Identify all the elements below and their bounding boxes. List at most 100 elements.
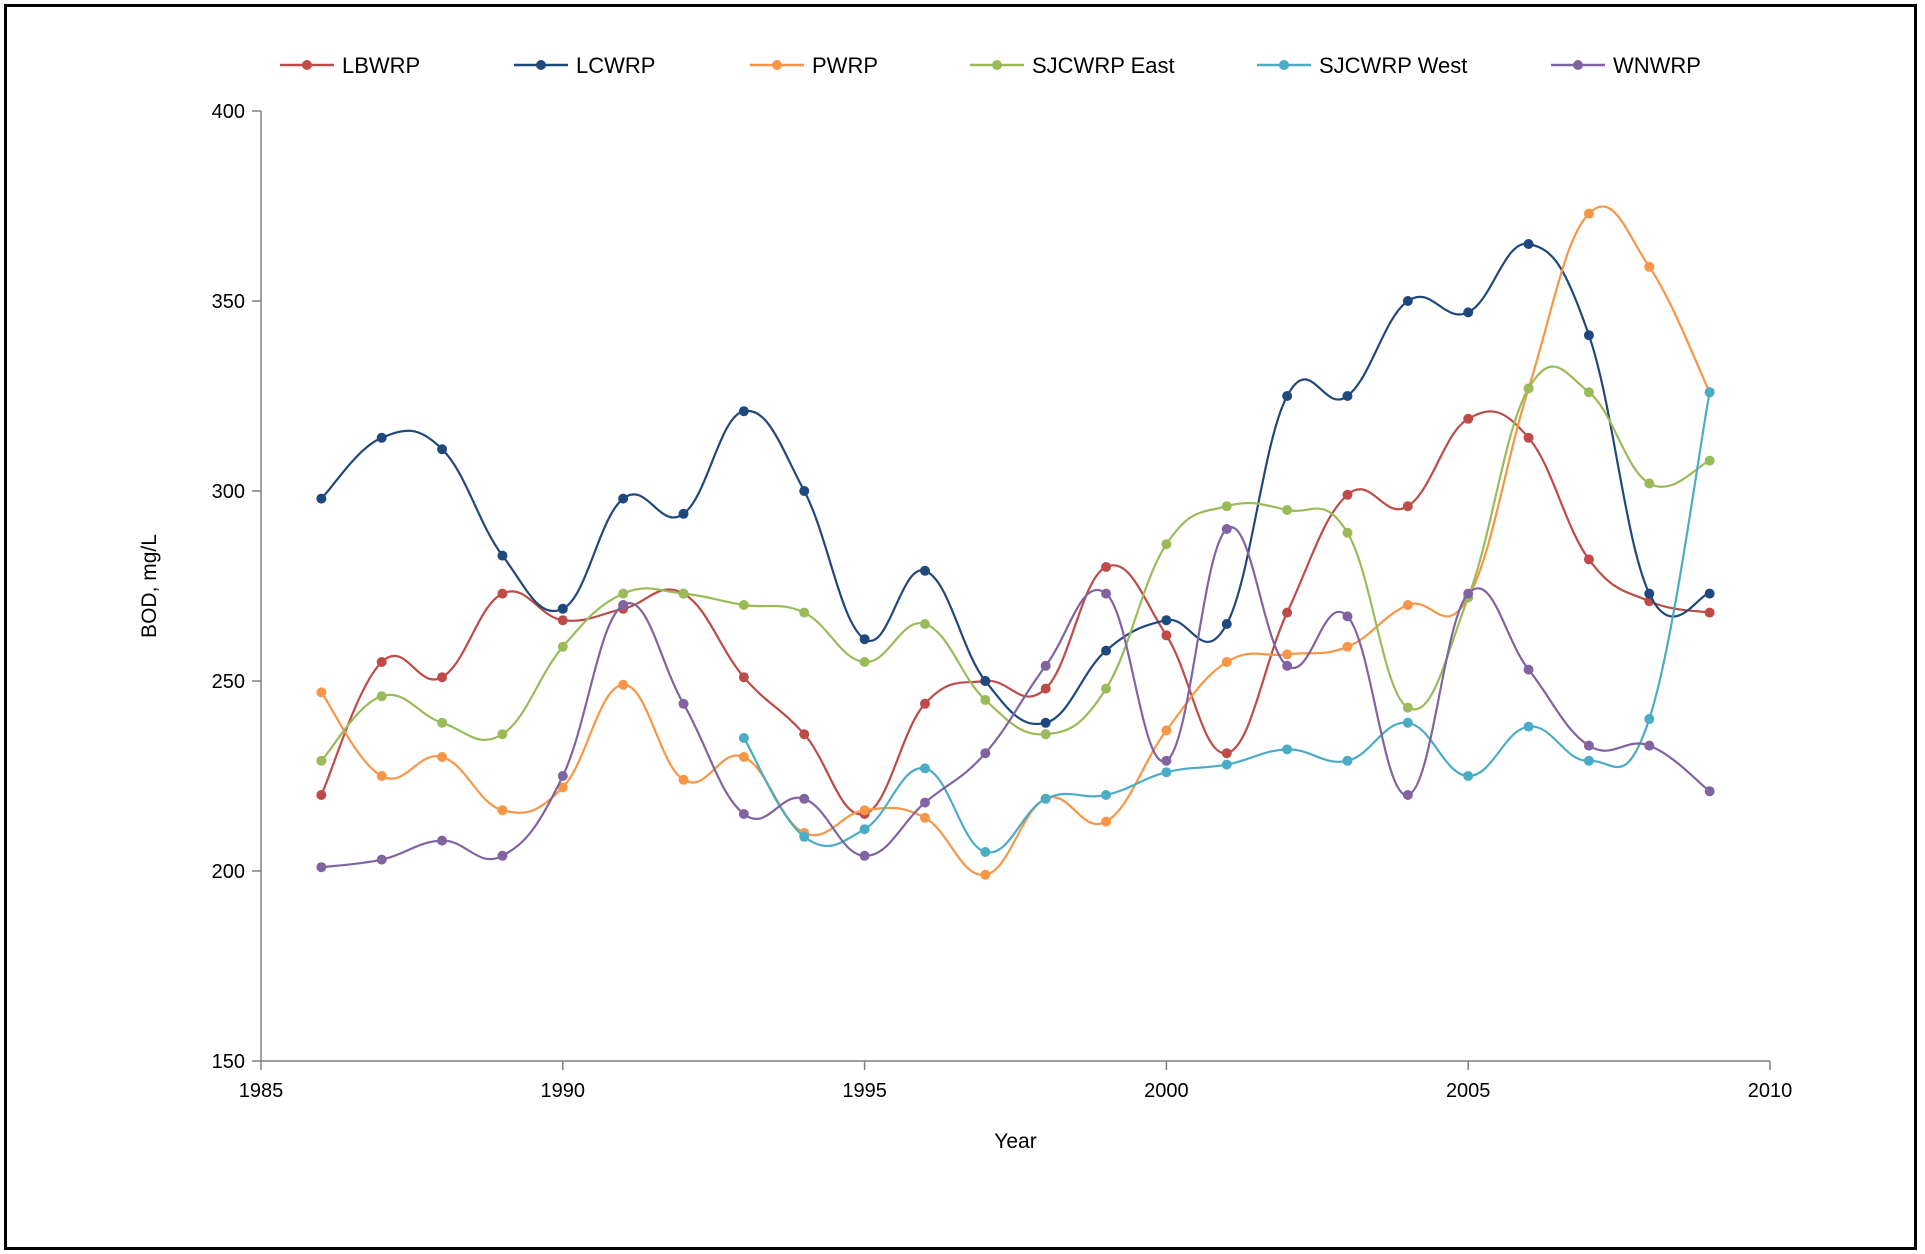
data-point-lbwrp — [1040, 683, 1051, 694]
data-point-pwrp — [738, 752, 749, 762]
y-tick-label: 400 — [212, 101, 245, 123]
data-point-lcwrp — [1583, 330, 1594, 341]
data-point-lcwrp — [618, 493, 629, 504]
data-point-lcwrp — [980, 676, 991, 686]
series-pwrp — [316, 205, 1715, 880]
data-point-sjcwrp-east — [1040, 729, 1051, 740]
data-point-sjcwrp-west — [1221, 759, 1232, 770]
data-point-pwrp — [1101, 816, 1112, 827]
data-point-wnwrp — [1463, 588, 1474, 599]
bod-line-chart: LBWRP LCWRP PWRP SJCWRP East SJCWRP West WNWR… — [138, 53, 1793, 1153]
data-point-lbwrp — [1463, 413, 1474, 424]
data-point-pwrp — [1342, 641, 1353, 652]
data-point-lcwrp — [376, 432, 387, 443]
data-point-sjcwrp-east — [980, 695, 991, 705]
data-point-sjcwrp-west — [1101, 790, 1112, 800]
data-point-sjcwrp-east — [1523, 383, 1534, 394]
data-point-sjcwrp-west — [919, 763, 930, 774]
y-tick-label: 200 — [212, 861, 245, 883]
data-point-lcwrp — [859, 634, 870, 645]
legend-item-pwrp: PWRP — [750, 53, 878, 78]
data-point-wnwrp — [919, 797, 930, 808]
legend-item-lcwrp: LCWRP — [514, 53, 655, 78]
data-point-pwrp — [316, 687, 327, 698]
data-point-lbwrp — [1704, 607, 1715, 618]
x-tick-label: 2000 — [1144, 1080, 1189, 1102]
data-point-sjcwrp-west — [738, 733, 749, 743]
data-point-lcwrp — [1342, 391, 1353, 401]
data-point-pwrp — [618, 679, 629, 690]
data-point-sjcwrp-east — [376, 691, 387, 702]
data-point-pwrp — [1161, 725, 1172, 736]
y-tick-label: 300 — [212, 481, 245, 503]
data-point-lcwrp — [919, 565, 930, 576]
y-tick-label: 350 — [212, 291, 245, 313]
series-line-wnwrp — [321, 526, 1711, 869]
data-point-wnwrp — [1040, 660, 1051, 671]
data-point-sjcwrp-east — [1342, 527, 1353, 538]
legend-swatch-marker — [1279, 60, 1289, 70]
series-lcwrp — [316, 239, 1715, 728]
data-point-lbwrp — [1161, 630, 1172, 641]
data-point-pwrp — [437, 752, 448, 762]
chart-frame: LBWRP LCWRP PWRP SJCWRP East SJCWRP West WNWR… — [4, 4, 1917, 1250]
data-point-sjcwrp-west — [1342, 755, 1353, 766]
data-point-lcwrp — [1704, 588, 1715, 599]
data-point-wnwrp — [557, 771, 568, 781]
data-point-wnwrp — [738, 809, 749, 819]
series-line-lbwrp — [320, 410, 1710, 816]
data-point-lbwrp — [376, 657, 387, 667]
legend-swatch-marker — [1573, 60, 1583, 70]
x-tick-label: 1995 — [842, 1080, 887, 1102]
data-point-sjcwrp-east — [1282, 505, 1293, 515]
data-point-lbwrp — [1342, 489, 1353, 500]
series-line-sjcwrp-east — [320, 365, 1711, 762]
legend-item-sjcwrp-west: SJCWRP West — [1257, 53, 1467, 78]
data-point-wnwrp — [678, 698, 689, 709]
data-point-sjcwrp-west — [1583, 755, 1594, 766]
legend-swatch-marker — [992, 60, 1002, 70]
data-point-lbwrp — [1282, 607, 1293, 618]
data-point-pwrp — [557, 782, 568, 793]
data-point-sjcwrp-east — [618, 588, 629, 599]
data-point-pwrp — [497, 805, 508, 816]
data-point-sjcwrp-west — [980, 847, 991, 857]
data-point-sjcwrp-east — [557, 641, 568, 652]
data-point-sjcwrp-east — [919, 619, 930, 629]
data-point-sjcwrp-west — [1402, 717, 1413, 728]
data-point-wnwrp — [1101, 588, 1112, 599]
legend-label: WNWRP — [1613, 53, 1701, 78]
data-point-lbwrp — [557, 615, 568, 626]
data-point-sjcwrp-west — [1463, 771, 1474, 781]
data-point-lbwrp — [1101, 562, 1112, 572]
data-point-lcwrp — [1402, 296, 1413, 306]
data-point-sjcwrp-east — [497, 729, 508, 740]
data-point-sjcwrp-east — [1583, 387, 1594, 398]
legend-item-sjcwrp-east: SJCWRP East — [970, 53, 1175, 78]
data-point-lcwrp — [1161, 615, 1172, 626]
legend-label: SJCWRP West — [1319, 53, 1467, 78]
data-point-wnwrp — [1583, 740, 1594, 751]
data-point-wnwrp — [1342, 611, 1353, 622]
series-line-pwrp — [320, 205, 1711, 876]
x-ticks: 1985 1990 1995 2000 2005 2010 — [239, 1061, 1793, 1102]
data-point-sjcwrp-east — [678, 588, 689, 599]
data-point-lcwrp — [678, 508, 689, 519]
data-point-lbwrp — [799, 729, 810, 740]
data-point-sjcwrp-east — [1221, 501, 1232, 512]
data-point-sjcwrp-east — [1402, 702, 1413, 713]
axes: 150 200 250 300 350 400 1985 1990 1995 2000 2005 2… — [212, 101, 1793, 1102]
data-point-pwrp — [1583, 208, 1594, 219]
x-tick-label: 2010 — [1748, 1080, 1793, 1102]
data-point-sjcwrp-east — [1704, 455, 1715, 466]
data-point-lbwrp — [919, 698, 930, 709]
data-point-wnwrp — [376, 854, 387, 865]
legend-label: LCWRP — [576, 53, 655, 78]
data-point-lcwrp — [799, 486, 810, 496]
y-tick-label: 150 — [212, 1051, 245, 1073]
data-point-lcwrp — [1221, 619, 1232, 629]
data-point-wnwrp — [1282, 660, 1293, 671]
data-point-sjcwrp-west — [859, 824, 870, 835]
legend: LBWRP LCWRP PWRP SJCWRP East SJCWRP West WNWR… — [280, 53, 1701, 78]
data-point-lcwrp — [1644, 588, 1655, 599]
